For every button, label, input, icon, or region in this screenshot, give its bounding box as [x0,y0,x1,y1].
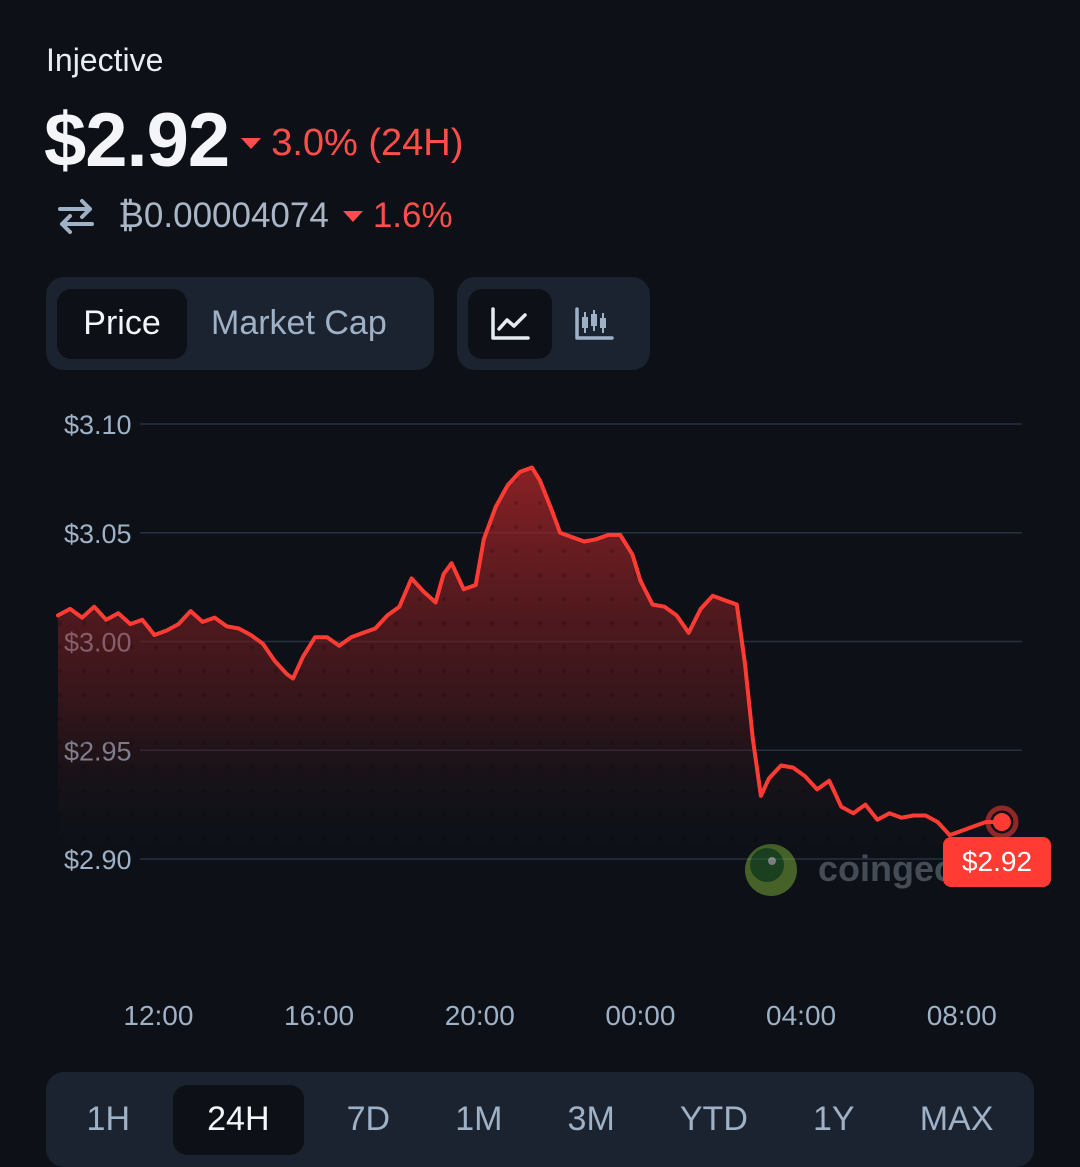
range-ytd-button[interactable]: YTD [679,1100,748,1138]
caret-down-icon [342,210,363,222]
coin-name: Injective [46,42,164,78]
range-7d-button[interactable]: 7D [346,1100,391,1138]
last-price-badge-text: $2.92 [962,846,1032,877]
candlestick-chart-icon [575,306,614,340]
y-tick-label: $3.10 [64,410,132,440]
x-tick-label: 08:00 [927,1000,997,1031]
x-tick-label: 12:00 [123,1000,193,1031]
metric-toggle: Price Market Cap [46,277,434,370]
x-axis-labels: 12:00 16:00 20:00 00:00 04:00 08:00 [123,1000,996,1031]
x-tick-label: 04:00 [766,1000,836,1031]
btc-price-change: 1.6% [342,196,453,236]
line-chart-icon [491,306,530,340]
last-price-marker [985,805,1019,839]
price-area-dots [58,467,1002,859]
x-tick-label: 20:00 [445,1000,515,1031]
y-tick-label: $3.05 [64,519,132,549]
btc-change-value: 1.6% [372,196,453,235]
btc-price: ₿0.00004074 [118,196,329,235]
line-chart-button[interactable] [468,288,552,359]
range-1y-button[interactable]: 1Y [812,1100,855,1138]
price-change-24h: 3.0% (24H) [241,122,463,165]
price-line [56,465,1004,838]
chart-type-toggle [457,277,650,370]
x-tick-label: 16:00 [284,1000,354,1031]
swap-arrows-icon[interactable] [56,196,96,236]
last-price-badge: $2.92 [943,837,1051,887]
price-row: $2.92 3.0% (24H) [44,96,463,186]
x-tick-label: 00:00 [605,1000,675,1031]
range-1m-button[interactable]: 1M [455,1100,503,1138]
tab-price[interactable]: Price [57,288,187,359]
btc-price-row: ₿0.00004074 1.6% [56,196,453,236]
current-price: $2.92 [44,98,230,183]
range-24h-button[interactable]: 24H [173,1084,304,1155]
range-3m-button[interactable]: 3M [567,1100,615,1138]
tab-market-cap[interactable]: Market Cap [211,304,387,342]
candlestick-chart-button[interactable] [552,289,636,359]
caret-down-icon [241,137,262,149]
time-range-selector: 1H 24H 7D 1M 3M YTD 1Y MAX [46,1072,1034,1167]
range-max-button[interactable]: MAX [919,1100,994,1138]
price-change-24h-value: 3.0% (24H) [271,121,464,164]
range-1h-button[interactable]: 1H [86,1100,131,1138]
price-chart[interactable]: $3.10$3.05$3.00$2.95$2.90 coingecko $2.9… [0,395,1080,1055]
